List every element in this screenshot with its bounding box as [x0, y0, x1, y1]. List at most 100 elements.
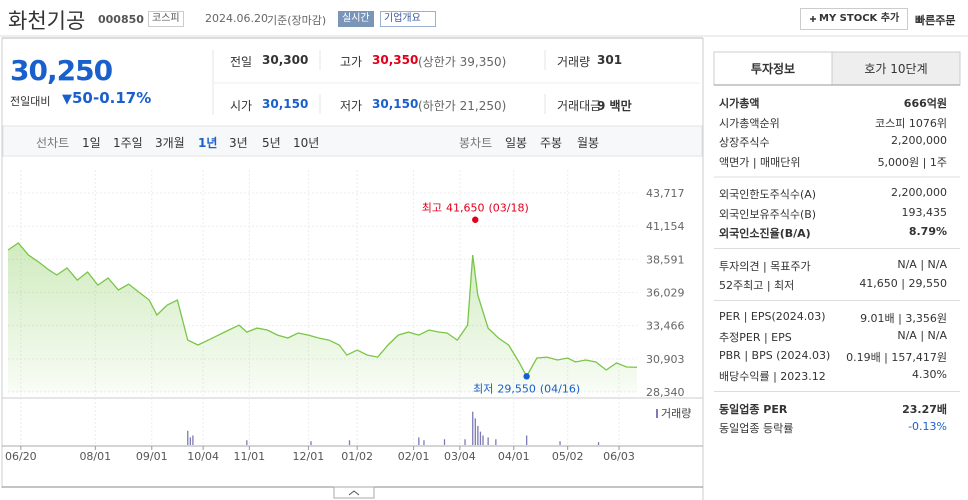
x-tick-label: 12/01: [293, 450, 325, 463]
volume-bar: [597, 442, 600, 445]
y-tick-label: 36,029: [646, 286, 685, 299]
tab-group-label: 봉차트: [459, 136, 493, 150]
collapse-icon: [348, 490, 360, 496]
volume-bar: [472, 411, 474, 445]
volume-bar: [246, 440, 248, 445]
summary-label: 거래량: [557, 55, 591, 69]
y-tick-label: 30,903: [646, 353, 685, 366]
candle-tab[interactable]: 주봉: [540, 136, 563, 150]
extreme-text: (03/18): [488, 202, 528, 215]
period-tab[interactable]: 3개월: [155, 136, 185, 150]
info-value: 2,200,000: [891, 134, 947, 147]
volume-bar: [310, 441, 312, 445]
x-tick-label: 01/02: [341, 450, 373, 463]
info-value: N/A | N/A: [897, 329, 947, 342]
candle-tab[interactable]: 월봉: [577, 136, 600, 150]
period-tab[interactable]: 10년: [293, 136, 320, 150]
info-value: 2,200,000: [891, 186, 947, 199]
summary-note: (상한가 39,350): [418, 55, 507, 69]
price-line: [7, 242, 638, 378]
summary-note: (하한가 21,250): [418, 99, 507, 113]
period-tab[interactable]: 5년: [262, 136, 281, 150]
summary-label: 시가: [230, 99, 253, 113]
sidebar-tab[interactable]: 호가 10단계: [864, 62, 928, 76]
info-label: 상장주식수: [719, 136, 770, 149]
x-tick-label: 11/01: [233, 450, 265, 463]
info-value: 23.27배: [902, 402, 947, 416]
legend-label: 거래량: [661, 407, 691, 420]
info-value: 666억원: [903, 97, 947, 110]
x-tick-label: 03/04: [444, 450, 476, 463]
info-value: 5,000원 | 1주: [877, 155, 947, 169]
sidebar-tab[interactable]: 투자정보: [750, 62, 796, 76]
info-value: 코스피 1076위: [875, 116, 947, 130]
period-tab[interactable]: 1주일: [113, 136, 143, 150]
summary-value: 30,150: [372, 97, 419, 111]
volume-bar: [187, 430, 189, 445]
tab-inactive: [831, 51, 961, 86]
info-label: 52주최고 | 최저: [719, 279, 795, 292]
quick-order-button[interactable]: 빠른주문: [915, 14, 956, 27]
x-tick-label: 02/01: [398, 450, 430, 463]
info-label: 외국인보유주식수(B): [719, 207, 817, 221]
y-tick-label: 41,154: [646, 220, 685, 233]
stock-name: 화천기공: [8, 9, 86, 33]
volume-bar: [192, 435, 194, 445]
period-tab[interactable]: 3년: [229, 136, 248, 150]
x-tick-label: 06/03: [603, 450, 635, 463]
extreme-text: 최저: [473, 382, 493, 395]
period-tab[interactable]: 1년: [198, 136, 218, 150]
summary-value: 9 백만: [597, 99, 632, 113]
info-value: N/A | N/A: [897, 257, 947, 271]
change-label: 전일대비: [10, 95, 51, 108]
candle-tab[interactable]: 일봉: [505, 136, 528, 150]
x-tick-label: 04/01: [498, 450, 530, 463]
summary-value: 301: [597, 53, 623, 67]
my-stock-button[interactable]: MY STOCK 추가: [800, 8, 909, 30]
x-tick-label: 10/04: [187, 450, 219, 463]
extreme-text: 29,550: [497, 382, 536, 395]
extreme-marker: [472, 216, 479, 223]
volume-bar: [474, 418, 476, 445]
volume-bar: [418, 437, 420, 445]
stock-code: 000850: [98, 13, 144, 26]
volume-bar: [559, 441, 561, 445]
info-label: 동일업종 등락률: [719, 422, 794, 435]
area-fill: [8, 243, 637, 392]
current-price: 30,250: [10, 54, 113, 87]
change: ▼50: [62, 89, 93, 107]
period-tab[interactable]: 1일: [82, 136, 101, 150]
volume-bar: [189, 437, 191, 445]
down-icon: ▼: [62, 92, 72, 107]
volume-bar: [487, 437, 489, 445]
extreme-marker: [523, 373, 530, 380]
volume-bar: [495, 439, 497, 445]
tab-group-label: 선차트: [36, 136, 70, 150]
info-label: PER | EPS(2024.03): [719, 309, 826, 323]
collapse-button: [333, 486, 375, 499]
info-value: 41,650 | 29,550: [859, 277, 947, 290]
info-label: 배당수익률 | 2023.12: [719, 370, 826, 383]
summary-value: 30,300: [262, 53, 309, 67]
x-tick-label: 06/20: [5, 450, 37, 463]
extreme-label: 최고 41,650 (03/18): [422, 202, 529, 215]
realtime-badge[interactable]: 실시간: [338, 11, 374, 27]
x-tick-label: 08/01: [79, 450, 111, 463]
volume-bar: [443, 439, 446, 445]
overview-button[interactable]: 기업개요: [380, 11, 436, 27]
y-tick-label: 43,717: [646, 187, 685, 200]
tab-bar: [2, 125, 703, 157]
volume-bar: [348, 440, 351, 445]
volume-bar: [479, 431, 482, 445]
summary-label: 저가: [340, 99, 363, 113]
basis: 기준(장마감): [267, 14, 327, 27]
x-tick-label: 05/02: [552, 450, 584, 463]
info-label: 동일업종 PER: [719, 402, 788, 416]
volume-bar: [464, 439, 466, 445]
info-label: 시가총액: [719, 97, 760, 110]
info-label: 액면가 | 매매단위: [719, 155, 801, 169]
summary-value: 30,150: [262, 97, 309, 111]
info-value: 193,435: [901, 205, 948, 219]
